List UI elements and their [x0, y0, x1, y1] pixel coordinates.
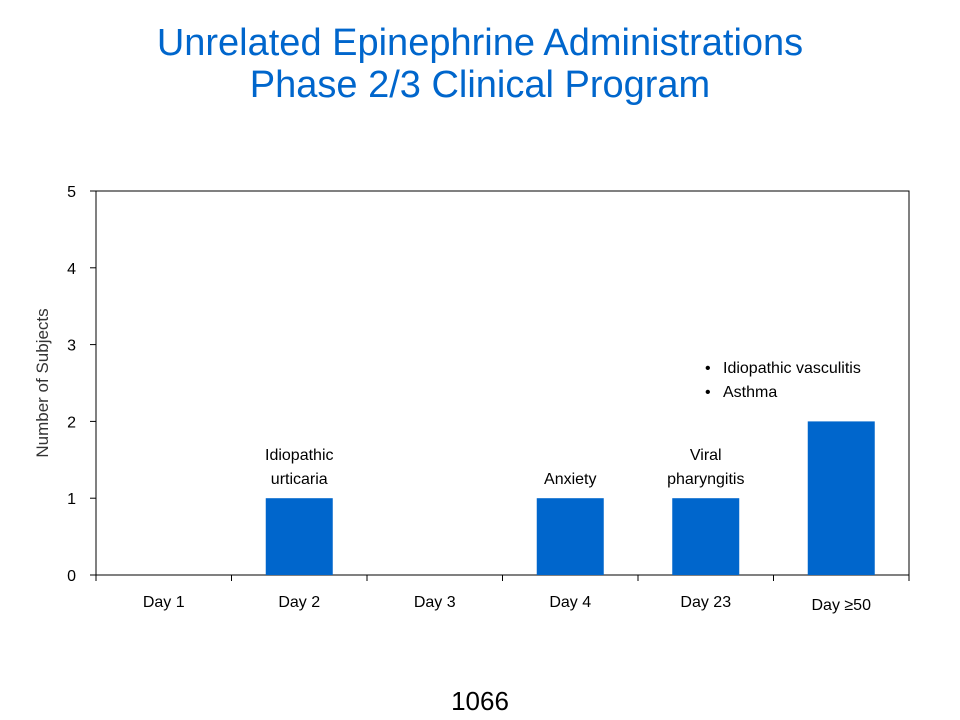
plot-frame — [95, 190, 910, 576]
y-tick-label: 5 — [67, 184, 76, 201]
page-number: 1066 — [451, 686, 509, 716]
annotation-2-line-0: Viral — [690, 447, 722, 464]
x-tick-label: Day 23 — [680, 594, 731, 611]
y-tick-label: 0 — [67, 568, 76, 585]
annotation-1-line-0: Anxiety — [544, 471, 596, 488]
x-tick-label: Day 1 — [143, 594, 185, 611]
y-tick-label: 4 — [67, 261, 76, 278]
x-tick-label: Day ≥50 — [812, 597, 872, 614]
annotation-0-line-0: Idiopathic — [265, 447, 334, 464]
y-axis-label: Number of Subjects — [33, 308, 52, 457]
bar-4 — [672, 498, 740, 575]
x-tick-label: Day 3 — [414, 594, 456, 611]
bar-1 — [265, 498, 333, 575]
x-tick-label: Day 4 — [549, 594, 591, 611]
y-tick-label: 1 — [67, 491, 76, 508]
bar-5 — [807, 421, 875, 575]
annotation-bullet: • — [705, 360, 711, 377]
title-line-2: Phase 2/3 Clinical Program — [249, 64, 711, 106]
title-line-1: Unrelated Epinephrine Administrations — [156, 22, 804, 64]
y-tick-label: 2 — [67, 414, 76, 431]
annotation-0-line-1: urticaria — [271, 471, 328, 488]
slide-title: Unrelated Epinephrine Administrations Ph… — [0, 22, 960, 106]
annotation-3-line-0: Idiopathic vasculitis — [723, 360, 861, 377]
annotation-bullet: • — [705, 384, 711, 401]
y-tick-label: 3 — [67, 338, 76, 355]
annotation-2-line-1: pharyngitis — [667, 471, 744, 488]
x-tick-label: Day 2 — [278, 594, 320, 611]
bar-3 — [536, 498, 604, 575]
annotation-3-line-1: Asthma — [723, 384, 777, 401]
